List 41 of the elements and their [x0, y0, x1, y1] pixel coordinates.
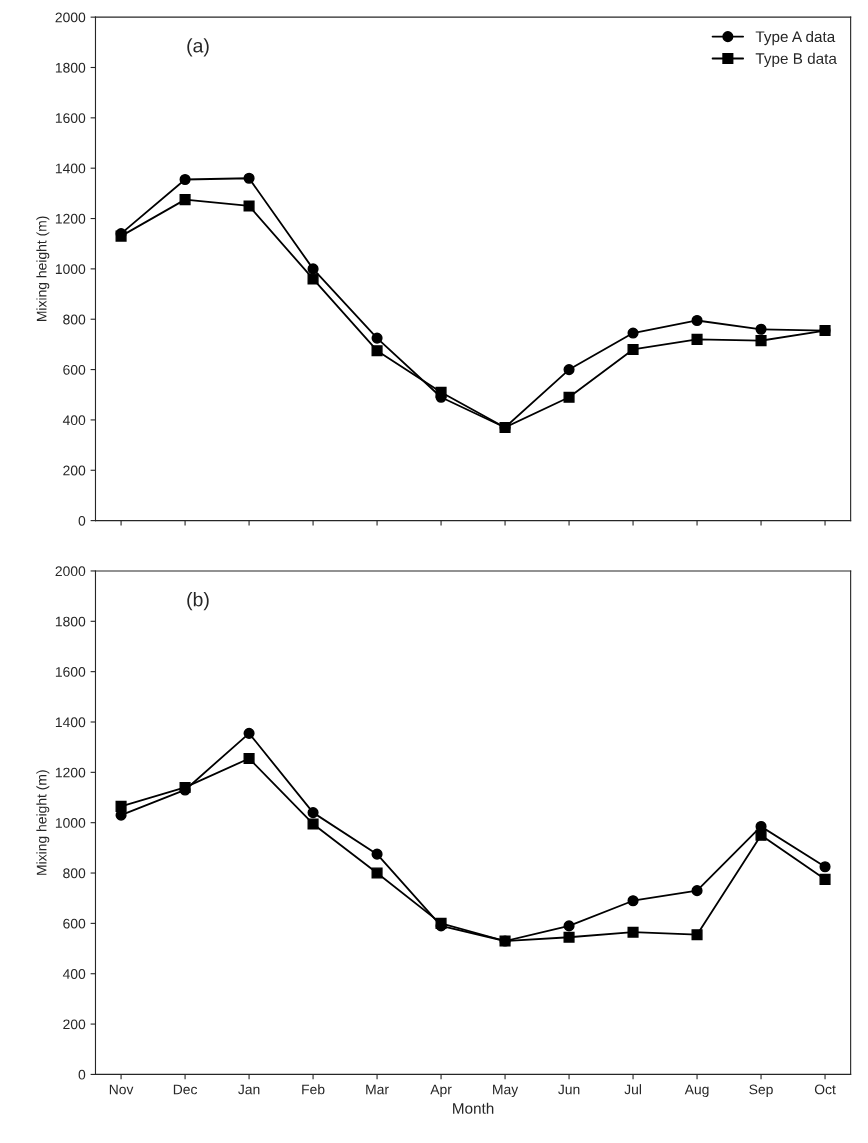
y-tick-label: 800: [63, 868, 86, 879]
y-tick-label: 2000: [55, 12, 86, 23]
y-tick-label: 0: [78, 515, 86, 526]
annotation: (a): [187, 38, 209, 57]
x-tick-label: Aug: [684, 1084, 709, 1098]
y-tick-label: 1200: [55, 767, 86, 778]
y-tick-label: 1200: [55, 213, 86, 224]
x-axis-title: Month: [453, 1102, 494, 1114]
y-tick-label: 1000: [55, 818, 86, 828]
y-tick-label: 1600: [55, 113, 86, 124]
x-tick-label: Nov: [109, 1084, 134, 1095]
y-tick-label: 400: [62, 415, 86, 426]
x-tick-label: Jun: [558, 1084, 580, 1095]
y-tick-label: 1800: [55, 616, 86, 627]
x-tick-label: Feb: [302, 1084, 325, 1095]
x-tick-label: Dec: [173, 1084, 198, 1095]
x-tick-label: Apr: [430, 1084, 452, 1098]
y-tick-label: 1600: [55, 666, 86, 677]
y-tick-label: 1400: [55, 163, 86, 174]
y-axis-title: Mixing height (m): [36, 216, 50, 321]
x-tick-label: May: [493, 1084, 519, 1098]
y-tick-label: 600: [63, 918, 86, 929]
x-tick-label: Mar: [366, 1084, 389, 1095]
x-tick-label: Sep: [749, 1084, 773, 1098]
y-tick-label: 200: [63, 465, 86, 476]
x-tick-label: Jul: [624, 1084, 641, 1095]
y-axis-title: Mixing height (m): [36, 770, 50, 875]
y-tick-label: 200: [63, 1019, 86, 1030]
y-tick-label: 600: [63, 364, 86, 375]
legend-label: Type A data: [755, 30, 836, 46]
annotation: (b): [187, 592, 209, 611]
y-tick-label: 0: [78, 1069, 86, 1080]
x-tick-label: Jan: [238, 1084, 260, 1095]
x-tick-label: Oct: [814, 1084, 836, 1095]
legend-label: Type B data: [755, 52, 837, 68]
y-tick-label: 1800: [55, 62, 86, 73]
y-tick-label: 800: [63, 314, 86, 325]
y-tick-label: 1400: [55, 717, 86, 728]
y-tick-label: 400: [62, 969, 86, 979]
y-tick-label: 1000: [55, 264, 86, 275]
y-tick-label: 2000: [55, 566, 86, 577]
